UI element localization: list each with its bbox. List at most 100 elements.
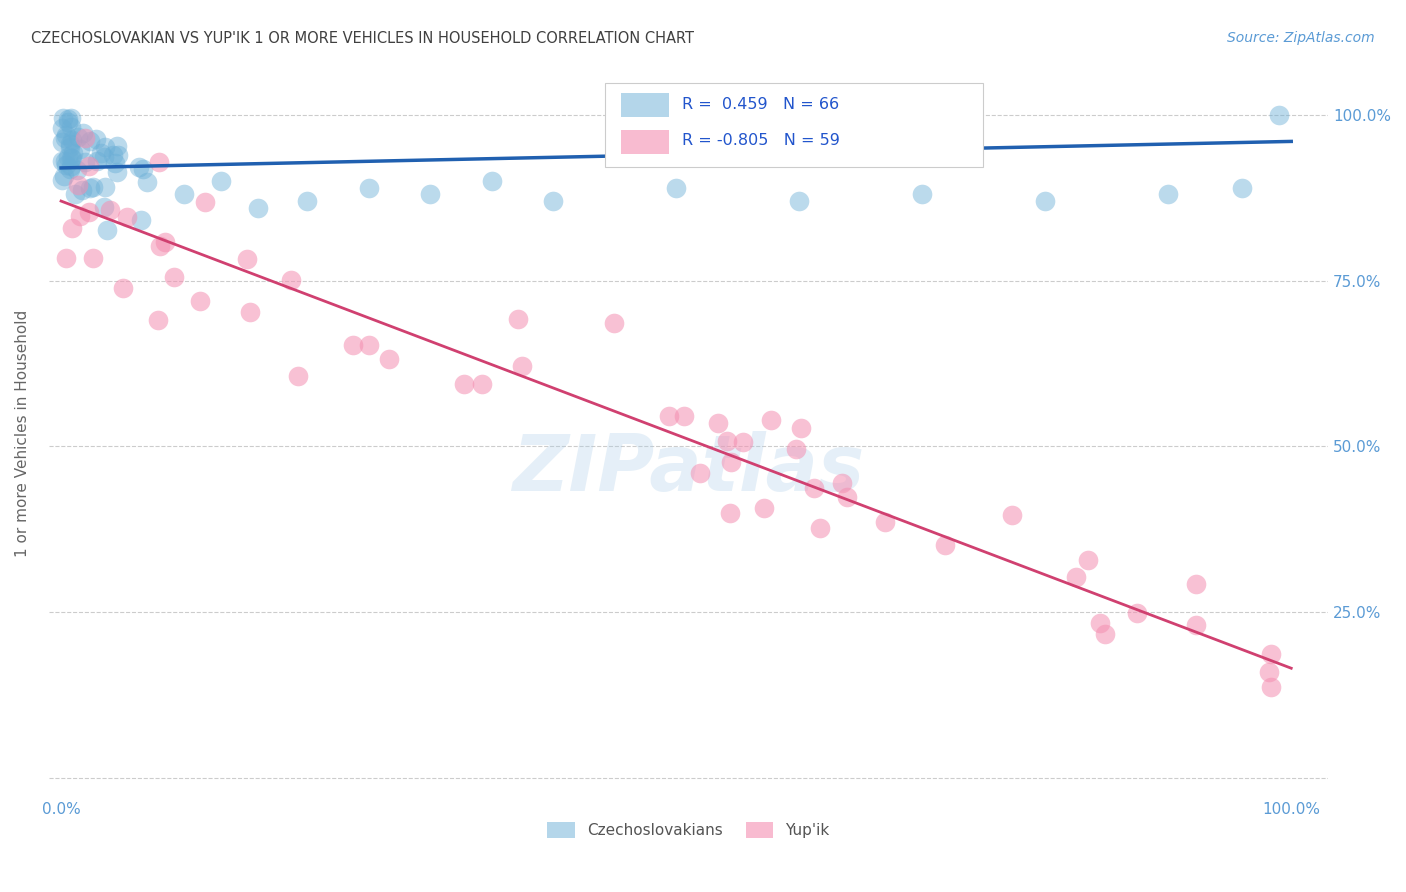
Point bbox=[1230, 181, 1253, 195]
Point bbox=[246, 201, 269, 215]
Point bbox=[602, 316, 624, 330]
Point bbox=[77, 159, 100, 173]
Point bbox=[481, 174, 503, 188]
Text: ZIPatlas: ZIPatlas bbox=[512, 432, 865, 508]
Point bbox=[720, 506, 742, 520]
Point bbox=[60, 133, 83, 147]
Point bbox=[190, 293, 212, 308]
Point bbox=[52, 112, 75, 126]
Point bbox=[69, 142, 91, 156]
Point bbox=[90, 145, 112, 160]
Legend: Czechoslovakians, Yup'ik: Czechoslovakians, Yup'ik bbox=[541, 816, 835, 845]
Point bbox=[153, 235, 176, 250]
Point bbox=[62, 145, 84, 160]
Point bbox=[733, 435, 755, 450]
Point bbox=[1260, 647, 1282, 661]
Point bbox=[1088, 615, 1111, 630]
Point bbox=[70, 183, 93, 197]
Point bbox=[93, 150, 115, 164]
Point bbox=[101, 148, 124, 162]
Point bbox=[1077, 553, 1099, 567]
Point bbox=[1094, 627, 1116, 641]
Point bbox=[1033, 194, 1056, 208]
Point bbox=[803, 481, 825, 495]
Point bbox=[59, 136, 82, 151]
Point bbox=[342, 338, 364, 352]
Point bbox=[98, 202, 121, 217]
Point bbox=[82, 251, 104, 265]
Point bbox=[107, 147, 129, 161]
Y-axis label: 1 or more Vehicles in Household: 1 or more Vehicles in Household bbox=[15, 310, 30, 557]
Point bbox=[128, 160, 150, 174]
Point bbox=[759, 413, 782, 427]
Point bbox=[194, 194, 217, 209]
Point bbox=[56, 112, 79, 127]
Point bbox=[69, 210, 91, 224]
Point bbox=[787, 194, 810, 208]
Text: Source: ZipAtlas.com: Source: ZipAtlas.com bbox=[1227, 31, 1375, 45]
Point bbox=[785, 442, 807, 456]
Point bbox=[55, 251, 77, 265]
Point bbox=[79, 181, 101, 195]
Point bbox=[790, 421, 813, 435]
Point bbox=[359, 338, 381, 352]
Point bbox=[94, 180, 117, 194]
Point bbox=[67, 178, 90, 192]
Point bbox=[173, 187, 195, 202]
Point bbox=[1257, 665, 1279, 680]
Point bbox=[105, 139, 128, 153]
Point bbox=[541, 194, 564, 208]
Point bbox=[716, 434, 738, 449]
Point bbox=[105, 165, 128, 179]
Point bbox=[163, 269, 186, 284]
Point bbox=[86, 132, 108, 146]
Point bbox=[62, 152, 84, 166]
FancyBboxPatch shape bbox=[606, 83, 983, 167]
Point bbox=[59, 140, 82, 154]
Point bbox=[1268, 108, 1291, 122]
Point bbox=[56, 115, 79, 129]
Point bbox=[808, 521, 831, 535]
Point bbox=[60, 221, 83, 235]
Point bbox=[236, 252, 259, 266]
Point bbox=[82, 180, 104, 194]
Point bbox=[75, 154, 97, 169]
Point bbox=[706, 416, 728, 430]
Point bbox=[1185, 618, 1208, 632]
Point bbox=[135, 175, 157, 189]
Text: CZECHOSLOVAKIAN VS YUP'IK 1 OR MORE VEHICLES IN HOUSEHOLD CORRELATION CHART: CZECHOSLOVAKIAN VS YUP'IK 1 OR MORE VEHI… bbox=[31, 31, 695, 46]
Point bbox=[73, 130, 96, 145]
Point bbox=[934, 538, 956, 552]
Point bbox=[1001, 508, 1024, 522]
Point bbox=[510, 359, 533, 374]
Point bbox=[51, 135, 73, 149]
Point bbox=[419, 187, 441, 202]
Point bbox=[60, 111, 83, 125]
Point bbox=[665, 181, 688, 195]
Point bbox=[112, 281, 135, 295]
Point bbox=[831, 476, 853, 491]
Text: R =  0.459   N = 66: R = 0.459 N = 66 bbox=[682, 96, 839, 112]
Point bbox=[53, 153, 76, 168]
Point bbox=[77, 205, 100, 219]
Point bbox=[56, 150, 79, 164]
Point bbox=[53, 169, 76, 183]
Point bbox=[453, 377, 475, 392]
Point bbox=[149, 239, 172, 253]
Point bbox=[60, 151, 83, 165]
Point bbox=[51, 154, 73, 169]
Point bbox=[60, 159, 83, 173]
Point bbox=[93, 200, 115, 214]
Point bbox=[96, 223, 118, 237]
Point bbox=[875, 515, 897, 529]
Point bbox=[59, 120, 82, 134]
Point bbox=[911, 187, 934, 202]
Point bbox=[51, 120, 73, 135]
Point bbox=[658, 409, 681, 423]
Point bbox=[53, 131, 76, 145]
Point bbox=[239, 305, 262, 319]
Point bbox=[1184, 576, 1206, 591]
Point bbox=[86, 153, 108, 168]
Point bbox=[357, 181, 380, 195]
Point bbox=[752, 501, 775, 516]
